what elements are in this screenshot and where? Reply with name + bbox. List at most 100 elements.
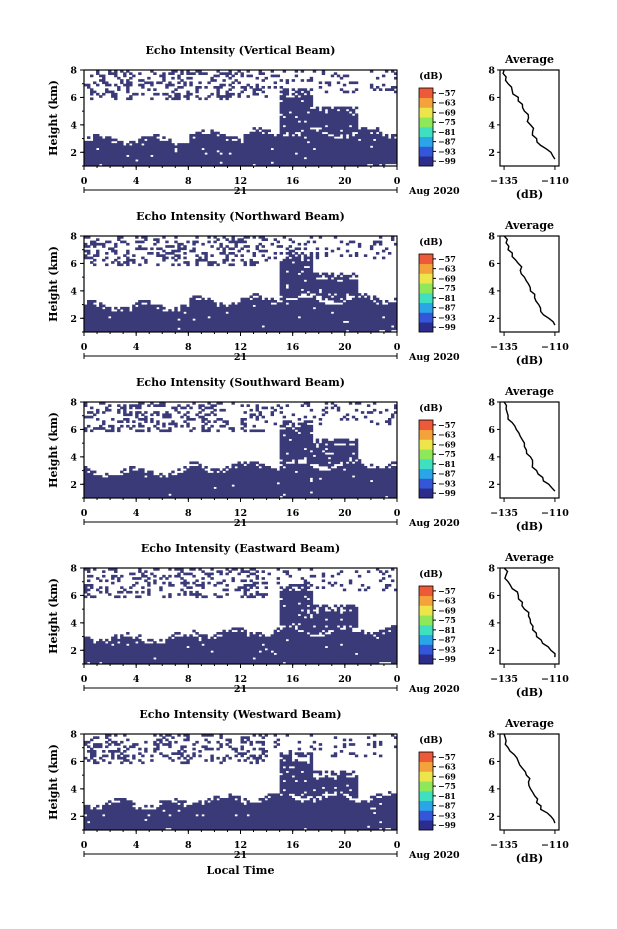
echo-cell (156, 491, 160, 494)
echo-cell (306, 120, 311, 123)
echo-cell (390, 304, 395, 308)
echo-cell (225, 472, 229, 476)
echo-cell (255, 309, 259, 312)
echo-cell (168, 320, 172, 324)
echo-cell (291, 143, 296, 146)
echo-cell (327, 147, 332, 151)
echo-cell (357, 318, 362, 321)
echo-cell (192, 325, 196, 328)
echo-cell (216, 263, 220, 267)
echo-cell (96, 136, 100, 139)
echo-cell (321, 122, 326, 126)
echo-cell (297, 102, 302, 105)
echo-cell (291, 322, 296, 326)
echo-cell (366, 138, 371, 142)
echo-cell (114, 97, 118, 101)
echo-cell (288, 145, 293, 149)
echo-cell (243, 161, 247, 165)
echo-cell (336, 300, 341, 303)
echo-cell (384, 322, 389, 326)
echo-cell (87, 493, 91, 497)
echo-cell (111, 479, 115, 483)
echo-cell (282, 286, 287, 289)
echo-cell (231, 152, 235, 155)
echo-cell (129, 472, 133, 476)
echo-cell (219, 329, 223, 333)
echo-cell (237, 154, 241, 158)
echo-cell (303, 277, 308, 280)
echo-cell (183, 143, 187, 146)
echo-cell (261, 90, 265, 94)
echo-cell (237, 150, 241, 153)
echo-cell (240, 318, 244, 321)
echo-cell (393, 138, 398, 142)
echo-cell (228, 154, 232, 158)
echo-cell (291, 145, 296, 149)
colorbar-tick-label: −57 (438, 254, 456, 264)
echo-cell (279, 115, 284, 119)
echo-cell (258, 88, 262, 91)
echo-cell (288, 143, 293, 146)
echo-cell (321, 290, 326, 294)
echo-cell (282, 104, 287, 107)
echo-cell (162, 156, 166, 160)
echo-cell (231, 470, 235, 474)
echo-cell (261, 327, 265, 331)
echo-cell (234, 325, 238, 328)
echo-cell (390, 313, 395, 317)
echo-cell (114, 495, 118, 499)
echo-cell (117, 238, 121, 241)
echo-cell (309, 254, 314, 257)
echo-cell (156, 134, 160, 137)
echo-cell (147, 322, 151, 326)
echo-cell (141, 475, 145, 478)
echo-cell (99, 482, 103, 485)
echo-cell (210, 159, 214, 162)
echo-cell (192, 240, 196, 244)
echo-cell (282, 131, 287, 135)
echo-cell (135, 477, 139, 481)
echo-cell (264, 95, 268, 98)
echo-cell (264, 134, 268, 137)
beam-panel-0: Echo Intensity (Vertical Beam)2468Height… (47, 44, 569, 201)
echo-cell (291, 254, 296, 257)
echo-cell (192, 156, 196, 160)
echo-cell (147, 154, 151, 158)
echo-cell (273, 238, 278, 241)
echo-cell (375, 322, 380, 326)
echo-cell (174, 491, 178, 494)
echo-cell (114, 145, 118, 149)
echo-cell (210, 472, 214, 476)
echo-cell (354, 118, 359, 121)
echo-cell (228, 313, 232, 317)
echo-cell (102, 318, 106, 321)
echo-cell (306, 274, 311, 278)
echo-cell (378, 240, 383, 244)
echo-cell (99, 427, 103, 430)
echo-cell (147, 136, 151, 139)
echo-cell (207, 240, 211, 244)
echo-cell (231, 140, 235, 144)
echo-cell (324, 159, 329, 162)
echo-cell (228, 311, 232, 315)
echo-cell (114, 159, 118, 162)
echo-cell (372, 140, 377, 144)
echo-cell (129, 159, 133, 162)
echo-cell (336, 124, 341, 128)
echo-cell (117, 484, 121, 487)
echo-cell (216, 486, 220, 490)
echo-cell (243, 86, 247, 89)
echo-cell (285, 309, 290, 312)
echo-cell (84, 488, 88, 492)
echo-cell (141, 329, 145, 333)
echo-cell (225, 477, 229, 481)
echo-cell (99, 484, 103, 487)
echo-cell (132, 495, 136, 499)
echo-cell (171, 156, 175, 160)
echo-cell (198, 475, 202, 478)
echo-cell (291, 120, 296, 123)
echo-cell (321, 288, 326, 292)
echo-cell (201, 242, 205, 246)
echo-cell (300, 118, 305, 121)
echo-cell (114, 325, 118, 328)
